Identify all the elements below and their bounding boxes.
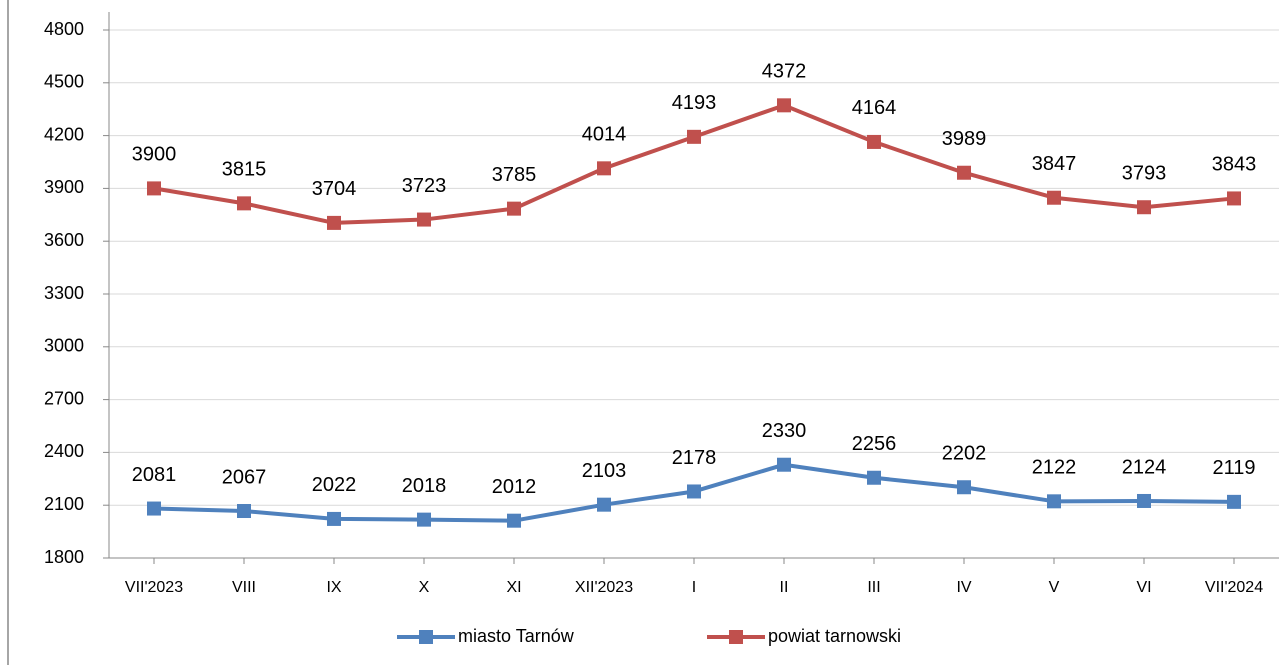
legend-marker bbox=[729, 630, 743, 644]
marker bbox=[147, 181, 161, 196]
data-label: 4372 bbox=[762, 61, 807, 83]
y-tick-label: 1800 bbox=[44, 547, 84, 567]
marker bbox=[417, 212, 431, 227]
x-tick-label: V bbox=[1049, 579, 1060, 596]
data-label: 3704 bbox=[312, 178, 357, 200]
data-label: 2018 bbox=[402, 475, 447, 497]
y-tick-label: 4200 bbox=[44, 124, 84, 144]
marker bbox=[1047, 494, 1061, 509]
y-tick-label: 2400 bbox=[44, 441, 84, 461]
marker bbox=[687, 129, 701, 144]
data-label: 2122 bbox=[1032, 457, 1077, 479]
data-label: 2022 bbox=[312, 474, 357, 496]
data-label: 2067 bbox=[222, 466, 267, 488]
x-tick-label: VIII bbox=[232, 579, 256, 596]
data-label: 4164 bbox=[852, 97, 897, 119]
data-label: 4193 bbox=[672, 92, 717, 114]
y-tick-label: 3000 bbox=[44, 336, 84, 356]
x-tick-label: IX bbox=[326, 579, 341, 596]
data-label: 3723 bbox=[402, 175, 447, 197]
marker bbox=[957, 480, 971, 495]
marker bbox=[237, 196, 251, 211]
data-label: 4014 bbox=[582, 124, 627, 146]
marker bbox=[777, 98, 791, 113]
data-label: 2119 bbox=[1212, 457, 1255, 479]
x-tick-label: XII'2023 bbox=[575, 579, 633, 596]
marker bbox=[1227, 494, 1241, 509]
y-tick-label: 3600 bbox=[44, 230, 84, 250]
data-label: 3843 bbox=[1212, 154, 1257, 176]
marker bbox=[777, 457, 791, 472]
marker bbox=[507, 201, 521, 216]
marker bbox=[597, 497, 611, 512]
y-tick-label: 2100 bbox=[44, 494, 84, 514]
data-label: 2256 bbox=[852, 433, 897, 455]
data-label: 2012 bbox=[492, 476, 537, 498]
x-tick-label: II bbox=[780, 579, 789, 596]
data-label: 2330 bbox=[762, 420, 807, 442]
legend-label: powiat tarnowski bbox=[768, 626, 901, 646]
marker bbox=[867, 134, 881, 149]
x-tick-label: IV bbox=[956, 579, 971, 596]
data-label: 3815 bbox=[222, 159, 267, 181]
x-tick-label: I bbox=[692, 579, 696, 596]
data-label: 3989 bbox=[942, 128, 987, 150]
data-label: 3793 bbox=[1122, 163, 1167, 185]
data-label: 2103 bbox=[582, 460, 627, 482]
data-label: 2081 bbox=[132, 464, 177, 486]
x-tick-label: XI bbox=[506, 579, 521, 596]
marker bbox=[147, 501, 161, 516]
x-tick-label: VII'2024 bbox=[1205, 579, 1263, 596]
data-label: 3847 bbox=[1032, 153, 1077, 175]
legend-label: miasto Tarnów bbox=[458, 626, 575, 646]
data-label: 2202 bbox=[942, 443, 987, 465]
y-tick-label: 4500 bbox=[44, 72, 84, 92]
data-label: 2178 bbox=[672, 447, 717, 469]
marker bbox=[237, 504, 251, 519]
y-tick-label: 2700 bbox=[44, 388, 84, 408]
x-tick-label: VII'2023 bbox=[125, 579, 183, 596]
marker bbox=[1227, 191, 1241, 206]
marker bbox=[957, 165, 971, 180]
marker bbox=[1047, 190, 1061, 205]
y-tick-label: 3300 bbox=[44, 283, 84, 303]
data-label: 2124 bbox=[1122, 456, 1167, 478]
marker bbox=[507, 513, 521, 528]
marker bbox=[687, 484, 701, 499]
marker bbox=[597, 161, 611, 176]
marker bbox=[327, 511, 341, 526]
marker bbox=[1137, 200, 1151, 215]
marker bbox=[867, 470, 881, 485]
data-label: 3785 bbox=[492, 164, 537, 186]
data-label: 3900 bbox=[132, 144, 177, 166]
legend-marker bbox=[419, 630, 433, 644]
y-tick-label: 4800 bbox=[44, 19, 84, 39]
x-tick-label: III bbox=[867, 579, 880, 596]
y-tick-label: 3900 bbox=[44, 177, 84, 197]
marker bbox=[417, 512, 431, 527]
x-tick-label: X bbox=[419, 579, 430, 596]
marker bbox=[1137, 493, 1151, 508]
x-tick-label: VI bbox=[1136, 579, 1151, 596]
marker bbox=[327, 215, 341, 230]
